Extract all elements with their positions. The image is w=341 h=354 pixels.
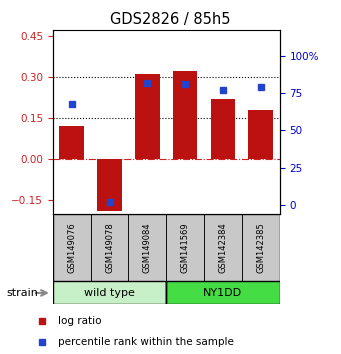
Bar — [166, 214, 204, 281]
Text: wild type: wild type — [84, 288, 135, 298]
Bar — [91, 214, 129, 281]
Bar — [211, 99, 235, 159]
Bar — [129, 214, 166, 281]
Bar — [249, 110, 273, 159]
Text: percentile rank within the sample: percentile rank within the sample — [58, 337, 234, 347]
Text: NY1DD: NY1DD — [203, 288, 242, 298]
Bar — [242, 214, 280, 281]
Bar — [53, 214, 91, 281]
Text: GSM141569: GSM141569 — [181, 222, 190, 273]
Text: GSM149076: GSM149076 — [67, 222, 76, 273]
Bar — [97, 159, 122, 211]
Text: GDS2826 / 85h5: GDS2826 / 85h5 — [110, 12, 231, 27]
Text: GSM149084: GSM149084 — [143, 222, 152, 273]
Text: strain: strain — [7, 288, 39, 298]
Bar — [135, 74, 160, 159]
Text: GSM142385: GSM142385 — [256, 222, 265, 273]
Text: log ratio: log ratio — [58, 316, 102, 326]
Text: GSM149078: GSM149078 — [105, 222, 114, 273]
Bar — [59, 126, 84, 159]
Bar — [166, 281, 280, 304]
Bar — [204, 214, 242, 281]
Bar — [53, 281, 166, 304]
Bar — [173, 71, 197, 159]
Text: GSM142384: GSM142384 — [219, 222, 227, 273]
